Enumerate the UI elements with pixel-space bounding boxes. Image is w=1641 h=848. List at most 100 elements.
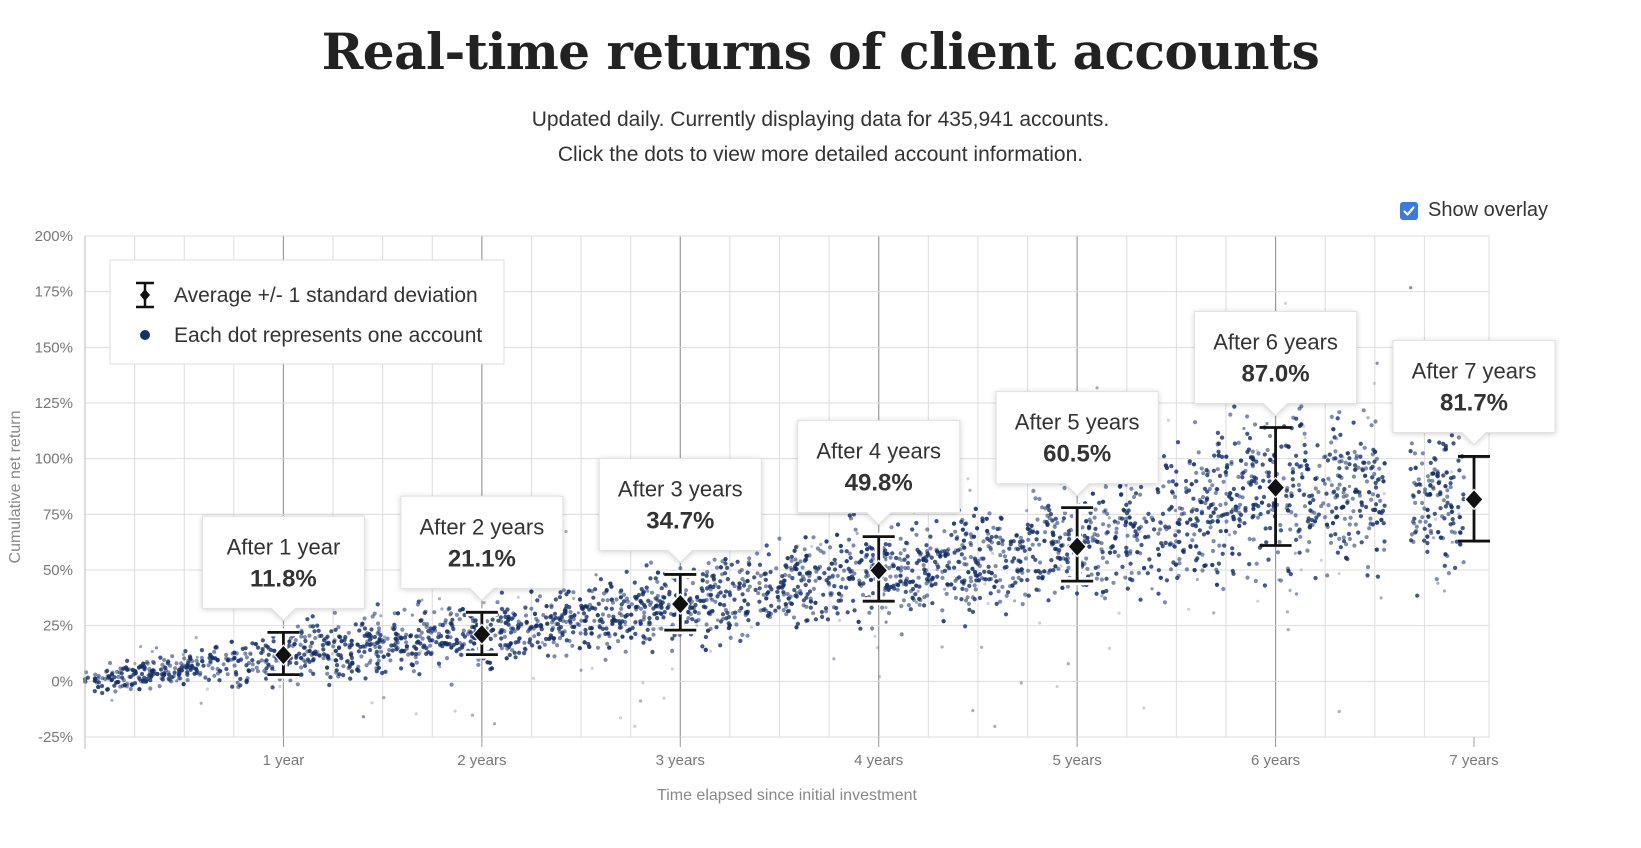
account-dot[interactable] (871, 552, 876, 558)
account-dot[interactable] (295, 624, 300, 629)
account-dot[interactable] (832, 557, 837, 562)
account-dot[interactable] (1315, 443, 1320, 448)
account-dot[interactable] (1261, 494, 1267, 500)
account-dot[interactable] (699, 586, 704, 591)
account-dot[interactable] (1189, 509, 1194, 514)
account-dot[interactable] (730, 581, 736, 586)
account-dot[interactable] (662, 696, 666, 700)
account-dot[interactable] (1382, 492, 1386, 496)
account-dot[interactable] (1347, 484, 1352, 488)
account-dot[interactable] (981, 539, 986, 544)
account-dot[interactable] (969, 579, 974, 584)
account-dot[interactable] (672, 633, 677, 638)
account-dot[interactable] (1307, 540, 1312, 545)
account-dot[interactable] (512, 650, 517, 655)
account-dot[interactable] (971, 709, 975, 713)
account-dot[interactable] (1347, 484, 1352, 488)
account-dot[interactable] (1131, 494, 1137, 500)
account-dot[interactable] (973, 587, 978, 592)
account-dot[interactable] (645, 627, 650, 632)
account-dot[interactable] (1166, 525, 1172, 530)
account-dot[interactable] (1368, 516, 1373, 521)
account-dot[interactable] (413, 655, 418, 660)
account-dot[interactable] (1427, 439, 1432, 444)
account-dot[interactable] (1173, 533, 1178, 538)
account-dot[interactable] (1416, 489, 1421, 495)
account-dot[interactable] (1146, 511, 1151, 516)
account-dot[interactable] (421, 645, 426, 650)
account-dot[interactable] (980, 645, 984, 649)
account-dot[interactable] (953, 595, 959, 601)
account-dot[interactable] (299, 665, 304, 670)
account-dot[interactable] (755, 621, 760, 627)
account-dot[interactable] (1323, 515, 1328, 520)
account-dot[interactable] (766, 552, 771, 557)
account-dot[interactable] (647, 637, 652, 642)
account-dot[interactable] (105, 687, 110, 692)
account-dot[interactable] (1223, 470, 1228, 475)
account-dot[interactable] (1330, 509, 1335, 514)
account-dot[interactable] (572, 596, 576, 601)
account-dot[interactable] (1268, 508, 1272, 512)
account-dot[interactable] (703, 634, 709, 640)
account-dot[interactable] (961, 538, 967, 543)
account-dot[interactable] (1211, 510, 1216, 515)
account-dot[interactable] (341, 664, 346, 669)
account-dot[interactable] (709, 596, 713, 601)
account-dot[interactable] (940, 608, 945, 613)
account-dot[interactable] (259, 650, 264, 656)
account-dot[interactable] (1446, 571, 1451, 576)
account-dot[interactable] (709, 649, 713, 653)
account-dot[interactable] (807, 589, 813, 594)
account-dot[interactable] (1037, 496, 1042, 502)
account-dot[interactable] (867, 610, 872, 615)
account-dot[interactable] (832, 567, 838, 572)
account-dot[interactable] (1052, 524, 1057, 530)
account-dot[interactable] (1247, 436, 1253, 441)
account-dot[interactable] (705, 579, 710, 585)
account-dot[interactable] (1337, 482, 1342, 487)
account-dot[interactable] (917, 550, 922, 555)
account-dot[interactable] (1188, 544, 1193, 550)
account-dot[interactable] (535, 640, 540, 645)
account-dot[interactable] (1212, 453, 1217, 458)
account-dot[interactable] (942, 529, 947, 534)
account-dot[interactable] (1211, 539, 1216, 544)
account-dot[interactable] (737, 569, 742, 575)
account-dot[interactable] (905, 560, 911, 566)
account-dot[interactable] (856, 619, 861, 625)
account-dot[interactable] (910, 527, 915, 532)
account-dot[interactable] (1448, 485, 1453, 490)
account-dot[interactable] (587, 607, 592, 612)
account-dot[interactable] (998, 578, 1003, 583)
account-dot[interactable] (781, 590, 786, 595)
account-dot[interactable] (537, 645, 542, 650)
account-dot[interactable] (968, 555, 974, 560)
account-dot[interactable] (1167, 542, 1172, 547)
account-dot[interactable] (1294, 416, 1299, 421)
account-dot[interactable] (1061, 519, 1065, 524)
account-dot[interactable] (993, 724, 997, 729)
account-dot[interactable] (584, 614, 589, 620)
account-dot[interactable] (375, 621, 381, 626)
account-dot[interactable] (1230, 546, 1235, 551)
account-dot[interactable] (901, 598, 907, 603)
account-dot[interactable] (1169, 504, 1174, 510)
account-dot[interactable] (851, 543, 856, 548)
account-dot[interactable] (1055, 555, 1060, 560)
account-dot[interactable] (1337, 709, 1341, 714)
account-dot[interactable] (1288, 588, 1292, 593)
account-dot[interactable] (757, 586, 762, 591)
account-dot[interactable] (896, 582, 901, 588)
account-dot[interactable] (601, 591, 607, 596)
account-dot[interactable] (1364, 535, 1369, 540)
account-dot[interactable] (900, 559, 904, 563)
account-dot[interactable] (374, 669, 379, 674)
account-dot[interactable] (1216, 453, 1221, 458)
account-dot[interactable] (137, 676, 142, 682)
account-dot[interactable] (540, 640, 544, 645)
account-dot[interactable] (377, 645, 382, 650)
account-dot[interactable] (887, 565, 892, 571)
account-dot[interactable] (1034, 587, 1039, 592)
account-dot[interactable] (1184, 567, 1189, 572)
